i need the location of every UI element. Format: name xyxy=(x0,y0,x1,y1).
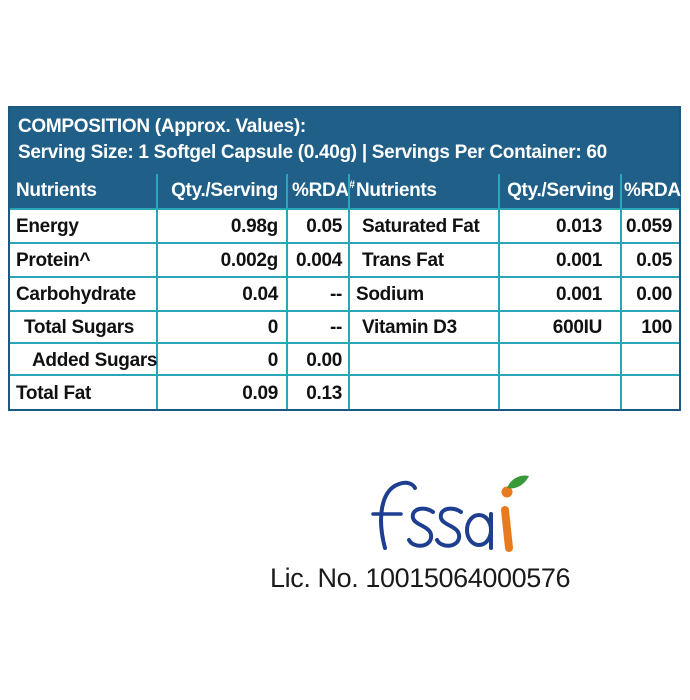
composition-panel: COMPOSITION (Approx. Values): Serving Si… xyxy=(8,106,687,411)
nutrient-rda: 0.004 xyxy=(295,250,342,271)
nutrient-rda: 0.05 xyxy=(636,250,672,271)
nutrient-name: Total Fat xyxy=(16,383,92,404)
composition-title: COMPOSITION (Approx. Values): xyxy=(18,116,306,137)
license-number: Lic. No. 10015064000576 xyxy=(270,563,571,593)
nutrient-rda: 0.059 xyxy=(625,216,672,237)
nutrient-name: Protein^ xyxy=(16,250,91,271)
row-divider xyxy=(10,242,679,244)
composition-header: COMPOSITION (Approx. Values): Serving Si… xyxy=(10,108,679,174)
nutrient-rda: 0.00 xyxy=(306,350,342,371)
fssai-letter-i xyxy=(501,506,513,552)
nutrient-name: Trans Fat xyxy=(362,250,444,271)
nutrient-name: Energy xyxy=(16,216,79,237)
nutrient-name: Total Sugars xyxy=(24,317,135,338)
nutrition-table: Nutrients Qty./Serving %RDA# Nutrients Q… xyxy=(10,174,687,409)
fssai-logo xyxy=(371,475,529,552)
fssai-letter-a xyxy=(465,513,493,547)
nutrient-qty: 0.001 xyxy=(555,284,602,305)
fssai-dot xyxy=(501,486,513,498)
nutrient-name: Saturated Fat xyxy=(362,216,480,237)
nutrient-rda: 0.00 xyxy=(636,284,672,305)
table-header-row: Nutrients Qty./Serving %RDA# Nutrients Q… xyxy=(10,174,687,208)
nutrient-qty: 0.002g xyxy=(220,250,279,271)
fssai-letter-s xyxy=(407,506,435,548)
nutrient-qty: 0.09 xyxy=(242,383,278,404)
row-divider xyxy=(10,374,679,376)
nutrient-qty: 0.013 xyxy=(555,216,602,237)
nutrient-rda: 100 xyxy=(641,317,672,338)
nutrient-name: Vitamin D3 xyxy=(362,317,457,338)
header-qty-2: Qty./Serving xyxy=(507,180,614,201)
nutrient-qty: 0.001 xyxy=(555,250,602,271)
fssai-letter-s xyxy=(435,506,463,548)
column-divider xyxy=(286,174,288,409)
column-divider xyxy=(620,174,622,409)
serving-info: Serving Size: 1 Softgel Capsule (0.40g) … xyxy=(18,142,607,163)
header-nutrients: Nutrients xyxy=(16,180,97,201)
row-divider xyxy=(10,276,679,278)
header-nutrients-2: Nutrients xyxy=(356,180,437,201)
column-divider xyxy=(498,174,500,409)
nutrient-qty: 0.98g xyxy=(230,216,278,237)
nutrient-rda: -- xyxy=(329,317,342,338)
leaf-icon xyxy=(507,475,529,489)
nutrient-rda: 0.13 xyxy=(306,383,342,404)
column-divider xyxy=(156,174,158,409)
nutrient-qty: 0.04 xyxy=(242,284,278,305)
row-divider xyxy=(10,342,679,344)
fssai-letter-f xyxy=(379,480,417,550)
nutrient-qty: 0 xyxy=(267,350,279,371)
nutrient-rda: -- xyxy=(329,284,342,305)
nutrient-name: Carbohydrate xyxy=(16,284,136,305)
column-divider xyxy=(348,174,350,409)
row-divider xyxy=(10,310,679,312)
header-qty: Qty./Serving xyxy=(171,180,278,201)
nutrient-qty: 600IU xyxy=(552,317,603,338)
nutrient-rda: 0.05 xyxy=(306,216,342,237)
nutrient-qty: 0 xyxy=(267,317,279,338)
header-rda-2: %RDA# xyxy=(624,179,687,201)
nutrient-name: Sodium xyxy=(356,284,424,305)
row-divider xyxy=(10,208,679,210)
header-rda: %RDA# xyxy=(292,179,355,201)
nutrient-name: Added Sugars xyxy=(32,350,158,371)
